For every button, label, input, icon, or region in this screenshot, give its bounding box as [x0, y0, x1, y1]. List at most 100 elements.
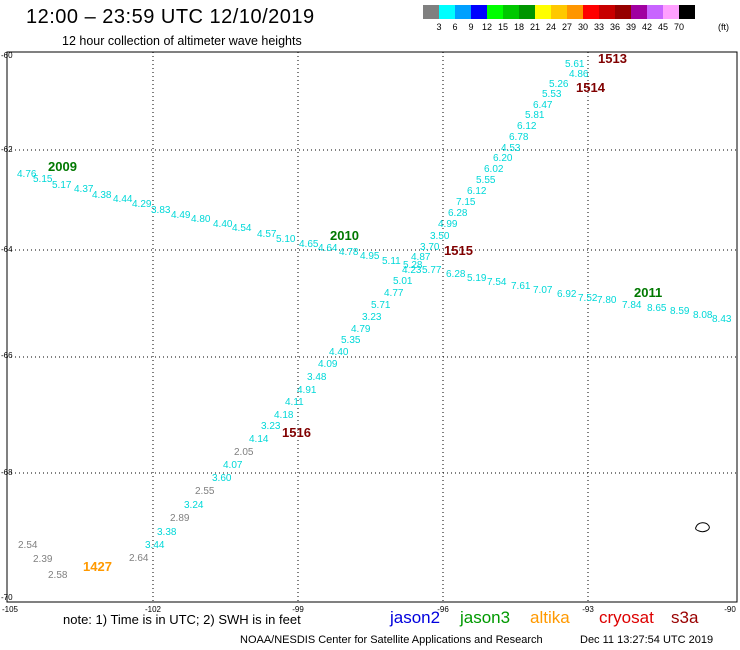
- wave-height-value: 4.54: [232, 223, 252, 234]
- wave-height-value: 4.07: [223, 460, 243, 471]
- color-swatch: [647, 5, 663, 19]
- color-swatch: [599, 5, 615, 19]
- wave-height-value: 5.26: [549, 79, 569, 90]
- wave-height-value: 3.24: [184, 500, 204, 511]
- color-swatch: [567, 5, 583, 19]
- longitude-label: -90: [724, 605, 736, 614]
- color-scale-tick: 3: [436, 22, 442, 32]
- wave-height-value: 8.59: [670, 306, 690, 317]
- wave-height-value: 6.20: [493, 153, 513, 164]
- map-graticule: [7, 52, 737, 602]
- longitude-label: -93: [582, 605, 594, 614]
- wave-height-value: 3.60: [212, 473, 232, 484]
- wave-height-value: 7.84: [622, 300, 642, 311]
- coastline-island: [695, 522, 710, 533]
- wave-height-value: 6.28: [446, 269, 466, 280]
- wave-height-value: 5.15: [33, 174, 53, 185]
- color-scale-legend: [423, 5, 695, 19]
- altimeter-value-labels: 5.614.865.265.536.475.816.126.784.536.20…: [17, 59, 732, 581]
- wave-height-value: 7.52: [578, 293, 598, 304]
- wave-height-value: 8.43: [712, 314, 732, 325]
- map-axis-labels: -105 -102 -99 -96 -93 -90 -60 -62 -64 -66 -68 -70: [1, 51, 736, 614]
- wave-height-value: 4.79: [351, 324, 371, 335]
- wave-height-value: 6.02: [484, 164, 504, 175]
- color-scale-tick: 9: [468, 22, 474, 32]
- wave-height-value: 3.23: [362, 312, 382, 323]
- pass-time-labels: 1513 1514 2009 2010 1515 2011 1516 1427: [48, 51, 662, 574]
- color-scale-tick: 18: [513, 22, 525, 32]
- color-scale-tick: 27: [561, 22, 573, 32]
- wave-height-value: 2.58: [48, 570, 68, 581]
- color-swatch: [679, 5, 695, 19]
- wave-height-value: 7.07: [533, 285, 553, 296]
- color-swatch: [583, 5, 599, 19]
- latitude-label: -60: [1, 51, 13, 60]
- wave-height-value: 4.76: [17, 169, 37, 180]
- longitude-label: -105: [2, 605, 19, 614]
- wave-height-value: 3.83: [151, 205, 171, 216]
- color-scale-unit: (ft): [718, 22, 729, 32]
- wave-height-value: 4.11: [285, 397, 304, 408]
- wave-height-value: 4.78: [339, 247, 359, 258]
- wave-height-value: 2.64: [129, 553, 149, 564]
- color-scale-tick: 15: [497, 22, 509, 32]
- pass-time-label: 1513: [598, 51, 627, 66]
- color-swatch: [519, 5, 535, 19]
- wave-height-value: 5.53: [542, 89, 562, 100]
- wave-height-value: 2.05: [234, 447, 254, 458]
- wave-height-value: 4.23: [402, 265, 422, 276]
- wave-height-value: 4.65: [299, 239, 319, 250]
- pass-time-label: 2011: [634, 285, 662, 300]
- wave-height-value: 6.78: [509, 132, 529, 143]
- color-swatch: [631, 5, 647, 19]
- color-swatch: [503, 5, 519, 19]
- page-title: 12:00 – 23:59 UTC 12/10/2019: [26, 6, 315, 28]
- color-scale-tick: 21: [529, 22, 541, 32]
- wave-height-value: 4.09: [318, 359, 338, 370]
- longitude-label: -99: [292, 605, 304, 614]
- wave-height-value: 4.64: [318, 243, 338, 254]
- color-swatch: [615, 5, 631, 19]
- wave-height-value: 4.99: [438, 219, 458, 230]
- wave-height-value: 5.81: [525, 110, 545, 121]
- wave-height-value: 4.40: [329, 347, 349, 358]
- wave-height-value: 7.54: [487, 277, 507, 288]
- wave-height-value: 3.23: [261, 421, 281, 432]
- wave-height-value: 4.18: [274, 410, 294, 421]
- color-scale-tick: 6: [452, 22, 458, 32]
- wave-height-value: 7.15: [456, 197, 476, 208]
- color-swatch: [663, 5, 679, 19]
- wave-height-value: 7.80: [597, 295, 617, 306]
- pass-time-label: 1516: [282, 425, 311, 440]
- latitude-label: -62: [1, 145, 13, 154]
- units-note: note: 1) Time is in UTC; 2) SWH is in fe…: [63, 612, 301, 627]
- wave-height-value: 7.61: [511, 281, 531, 292]
- wave-height-value: 6.92: [557, 289, 577, 300]
- longitude-label: -96: [437, 605, 449, 614]
- wave-height-value: 3.48: [307, 372, 327, 383]
- wave-height-value: 5.28: [403, 260, 423, 271]
- satellite-legend-jason3: jason3: [460, 608, 511, 627]
- wave-height-value: 5.71: [371, 300, 391, 311]
- color-scale-tick: 39: [625, 22, 637, 32]
- color-scale-tick: 12: [481, 22, 493, 32]
- color-scale-tick: 33: [593, 22, 605, 32]
- color-swatch: [423, 5, 439, 19]
- color-swatch: [535, 5, 551, 19]
- map-frame: [6, 51, 738, 603]
- wave-height-value: 4.29: [132, 199, 152, 210]
- wave-height-value: 4.44: [113, 194, 133, 205]
- pass-time-label: 1515: [444, 243, 473, 258]
- color-scale-tick: 24: [545, 22, 557, 32]
- page-subtitle: 12 hour collection of altimeter wave hei…: [62, 34, 302, 48]
- wave-height-value: 4.37: [74, 184, 94, 195]
- wave-height-value: 6.12: [517, 121, 537, 132]
- wave-height-value: 4.14: [249, 434, 269, 445]
- wave-height-value: 6.12: [467, 186, 487, 197]
- color-swatch: [551, 5, 567, 19]
- pass-time-label: 1427: [83, 559, 112, 574]
- wave-height-value: 4.53: [501, 143, 521, 154]
- wave-height-value: 4.49: [171, 210, 191, 221]
- wave-height-value: 2.55: [195, 486, 215, 497]
